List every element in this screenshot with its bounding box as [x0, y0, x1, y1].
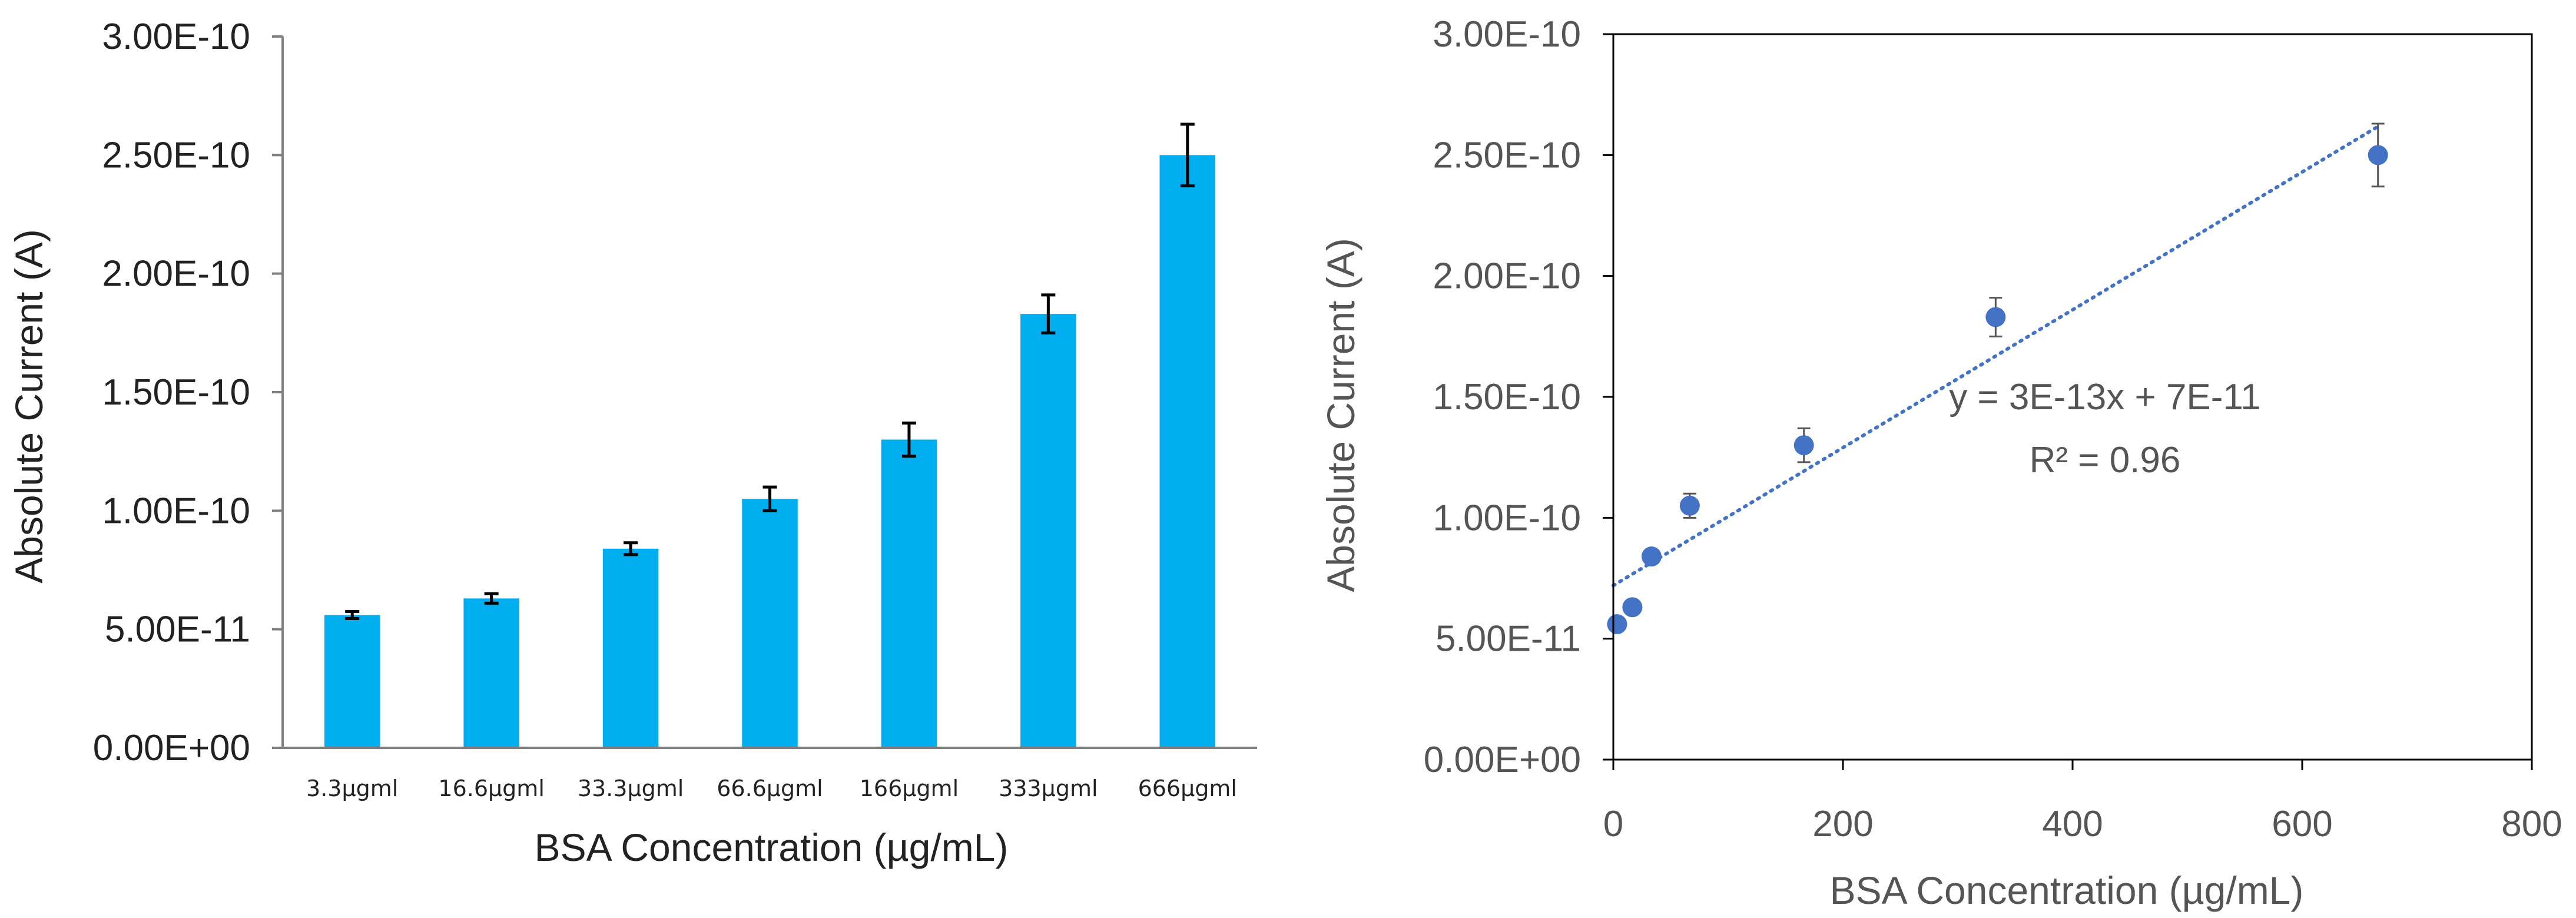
scatter-error-bars: [1610, 122, 2385, 629]
scatter-y-tick-label: 2.50E-10: [1433, 135, 1581, 175]
scatter-x-tick-labels: 0 200 400 600 800: [1603, 804, 2562, 844]
scatter-y-tick-label: 3.00E-10: [1433, 14, 1581, 55]
bar: [463, 598, 519, 748]
bar-x-tick-label: 166µgml: [860, 776, 959, 801]
bar-y-tick-label: 1.50E-10: [102, 372, 250, 413]
bar-y-tick-label: 2.50E-10: [102, 135, 250, 175]
scatter-point: [1641, 546, 1662, 567]
bar-y-axis-title: Absolute Current (A): [7, 229, 51, 584]
scatter-point: [1793, 435, 1814, 456]
scatter-y-tick-label: 5.00E-11: [1435, 619, 1581, 659]
bar: [602, 548, 659, 748]
bar-x-tick-label: 3.3µgml: [306, 776, 398, 801]
bar-y-tick-label: 3.00E-10: [102, 16, 250, 57]
bar-y-tick-label: 2.00E-10: [102, 254, 250, 294]
bar-x-tick-label: 33.3µgml: [578, 776, 684, 801]
scatter-x-tick-marks: [1612, 760, 2533, 770]
scatter-x-tick-label: 600: [2272, 804, 2332, 844]
scatter-x-tick-label: 800: [2501, 804, 2562, 844]
scatter-point: [1679, 495, 1700, 516]
bar-series: [324, 155, 1216, 748]
trendline-equation: y = 3E-13x + 7E-11: [1949, 377, 2261, 417]
scatter-point: [2368, 145, 2388, 165]
bar-x-tick-label: 16.6µgml: [438, 776, 544, 801]
bar: [881, 439, 937, 748]
scatter-x-tick-label: 400: [2042, 804, 2103, 844]
bar-x-tick-labels: 3.3µgml 16.6µgml 33.3µgml 66.6µgml 166µgml 33…: [306, 776, 1237, 801]
bar-y-tick-label: 0.00E+00: [93, 728, 250, 768]
scatter-point: [1607, 614, 1627, 635]
scatter-y-tick-label: 1.00E-10: [1433, 498, 1581, 538]
scatter-point: [1985, 307, 2006, 327]
bar-y-tick-label: 1.00E-10: [102, 491, 250, 531]
bar-error-bars: [345, 122, 1195, 621]
bar-x-tick-label: 333µgml: [999, 776, 1098, 801]
bar: [1159, 155, 1216, 748]
scatter-x-tick-label: 200: [1812, 804, 1873, 844]
bar-x-axis-title: BSA Concentration (µg/mL): [535, 826, 1009, 869]
scatter-y-axis-title: Absolute Current (A): [1319, 238, 1362, 592]
scatter-plot-frame: [1612, 33, 2533, 761]
scatter-y-tick-label: 2.00E-10: [1433, 256, 1581, 297]
bar-x-tick-label: 66.6µgml: [717, 776, 823, 801]
bar-y-tick-label: 5.00E-11: [105, 609, 250, 650]
bar: [1020, 314, 1076, 748]
scatter-points: [1607, 145, 2388, 635]
bar-y-gridlines: [272, 35, 283, 749]
bar: [324, 615, 380, 748]
scatter-y-tick-labels: 0.00E+00 5.00E-11 1.00E-10 1.50E-10 2.00E-10…: [1424, 14, 1581, 780]
scatter-x-axis-title: BSA Concentration (µg/mL): [1830, 869, 2304, 912]
bar: [742, 499, 798, 748]
bar-chart: 0.00E+00 5.00E-11 1.00E-10 1.50E-10 2.00E-10…: [7, 16, 1257, 869]
scatter-point: [1622, 597, 1643, 618]
scatter-y-tick-marks: [1603, 33, 1613, 761]
bar-x-tick-label: 666µgml: [1138, 776, 1237, 801]
scatter-chart: 0.00E+00 5.00E-11 1.00E-10 1.50E-10 2.00E-10…: [1319, 14, 2562, 912]
scatter-y-tick-label: 0.00E+00: [1424, 740, 1581, 780]
bar-y-tick-labels: 0.00E+00 5.00E-11 1.00E-10 1.50E-10 2.00E-10…: [93, 16, 250, 768]
scatter-y-tick-label: 1.50E-10: [1433, 377, 1581, 417]
scatter-trendline: [1612, 124, 2380, 588]
trendline-r-squared: R² = 0.96: [2030, 440, 2181, 480]
scatter-x-tick-label: 0: [1603, 804, 1623, 844]
